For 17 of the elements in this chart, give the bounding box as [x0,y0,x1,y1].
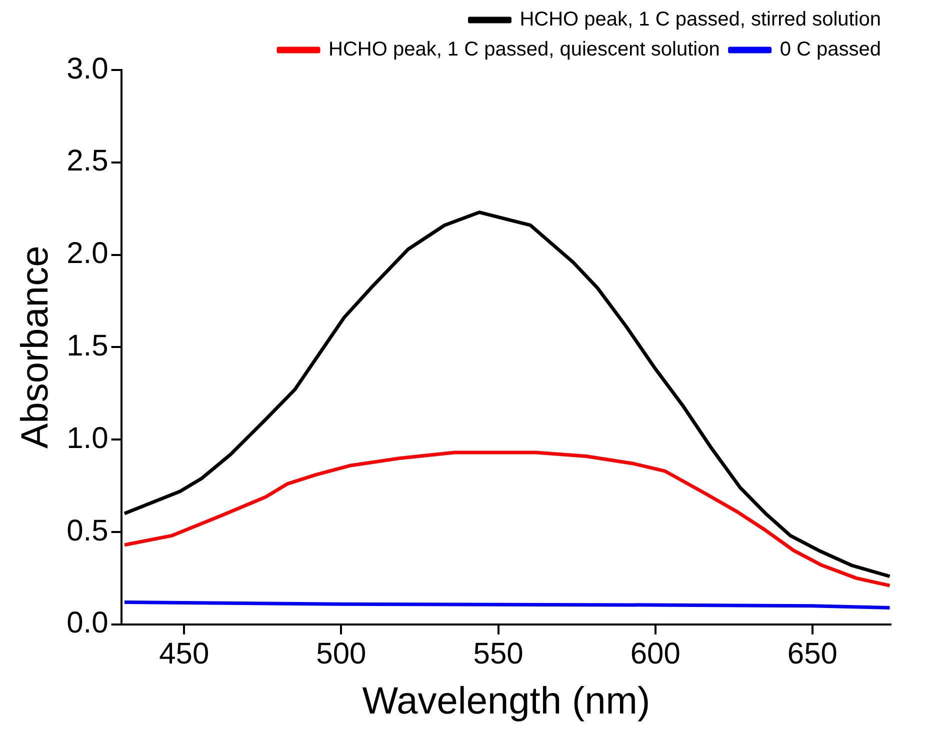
y-tick-label: 0.0 [66,606,108,640]
y-tick-label: 1.0 [66,422,108,455]
x-tick-label: 450 [159,638,210,671]
y-tick-label: 2.5 [66,144,108,178]
x-tick-label: 650 [787,638,838,671]
x-axis-title: Wavelength (nm) [362,680,650,723]
legend-label: HCHO peak, 1 C passed, stirred solution [520,8,882,31]
y-tick-label: 3.0 [66,52,108,86]
x-tick-label: 550 [473,638,524,671]
legend-label: HCHO peak, 1 C passed, quiescent solution [328,38,720,61]
x-tick-label: 500 [316,638,366,671]
x-tick-label: 600 [630,638,680,671]
y-tick-label: 2.0 [66,237,108,270]
y-tick-label: 0.5 [66,514,108,548]
y-tick-label: 1.5 [66,329,108,362]
legend-label: 0 C passed [780,38,881,61]
y-axis-title: Absorbance [14,246,56,449]
